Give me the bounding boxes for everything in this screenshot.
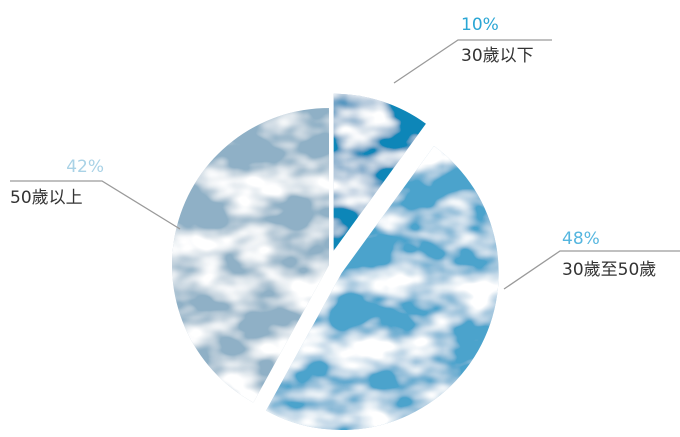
leader-line-over-50 xyxy=(10,180,181,230)
leader-line-under-30 xyxy=(393,39,552,84)
slice-percent-over-50: 42% xyxy=(66,157,104,177)
slice-label-under-30: 30歲以下 xyxy=(461,46,534,66)
slice-label-over-50: 50歲以上 xyxy=(10,188,83,208)
slice-label-30-50: 30歲至50歲 xyxy=(562,260,656,280)
pie-slices xyxy=(172,93,499,431)
slice-30-50 xyxy=(266,146,499,431)
slice-over-50 xyxy=(172,108,329,403)
leader-line-30-50 xyxy=(503,250,680,290)
slice-percent-under-30: 10% xyxy=(461,15,499,35)
slice-percent-30-50: 48% xyxy=(562,229,600,249)
slice-under-30 xyxy=(333,93,426,251)
